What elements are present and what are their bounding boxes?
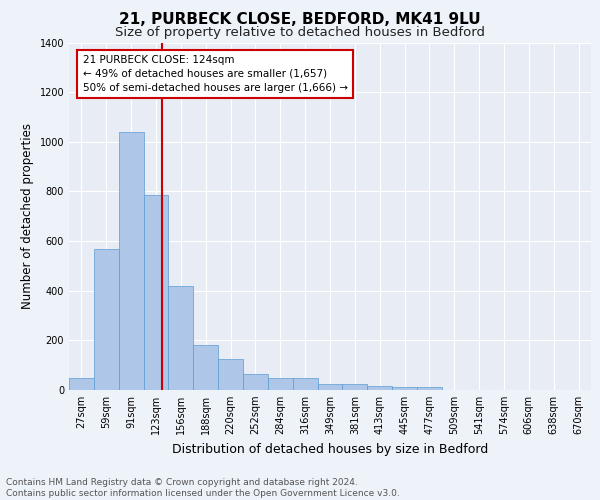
Text: Size of property relative to detached houses in Bedford: Size of property relative to detached ho… (115, 26, 485, 39)
Bar (94, 248, 119, 390)
Bar (343, 384, 367, 390)
Bar (268, 378, 293, 390)
X-axis label: Distribution of detached houses by size in Bedford: Distribution of detached houses by size … (172, 442, 488, 456)
Text: 21, PURBECK CLOSE, BEDFORD, MK41 9LU: 21, PURBECK CLOSE, BEDFORD, MK41 9LU (119, 12, 481, 28)
Y-axis label: Number of detached properties: Number of detached properties (21, 123, 34, 309)
Bar (193, 346, 218, 390)
Bar (417, 387, 442, 390)
Text: Contains HM Land Registry data © Crown copyright and database right 2024.
Contai: Contains HM Land Registry data © Crown c… (6, 478, 400, 498)
Bar (169, 286, 193, 390)
Bar (119, 132, 143, 390)
Text: 21 PURBECK CLOSE: 124sqm
← 49% of detached houses are smaller (1,657)
50% of sem: 21 PURBECK CLOSE: 124sqm ← 49% of detach… (83, 55, 347, 93)
Bar (293, 378, 317, 390)
Bar (367, 386, 392, 390)
Bar (218, 359, 243, 390)
Bar (143, 195, 169, 390)
Bar (243, 374, 268, 390)
Bar (392, 387, 417, 390)
Bar (69, 378, 94, 390)
Bar (317, 384, 343, 390)
